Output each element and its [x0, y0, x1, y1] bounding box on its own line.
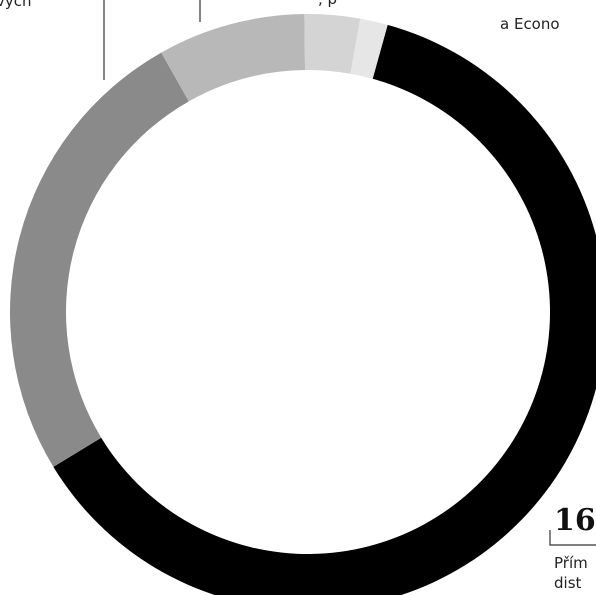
donut-slice-3	[161, 14, 306, 102]
annotation-bottom-right-line2: dist	[554, 574, 582, 592]
donut-slice-5	[350, 18, 388, 79]
annotation-top-right: a Econo	[500, 15, 560, 33]
donut-slice-2	[10, 52, 189, 467]
leader-line-big-number	[549, 530, 596, 546]
donut-slice-4	[304, 14, 361, 74]
annotation-top-left: vých	[0, 0, 32, 10]
annotation-bottom-right-line1: Přím	[554, 554, 588, 572]
annotation-top-middle: , p	[318, 0, 337, 8]
donut-slices	[10, 14, 596, 595]
big-number: 16	[554, 503, 596, 538]
